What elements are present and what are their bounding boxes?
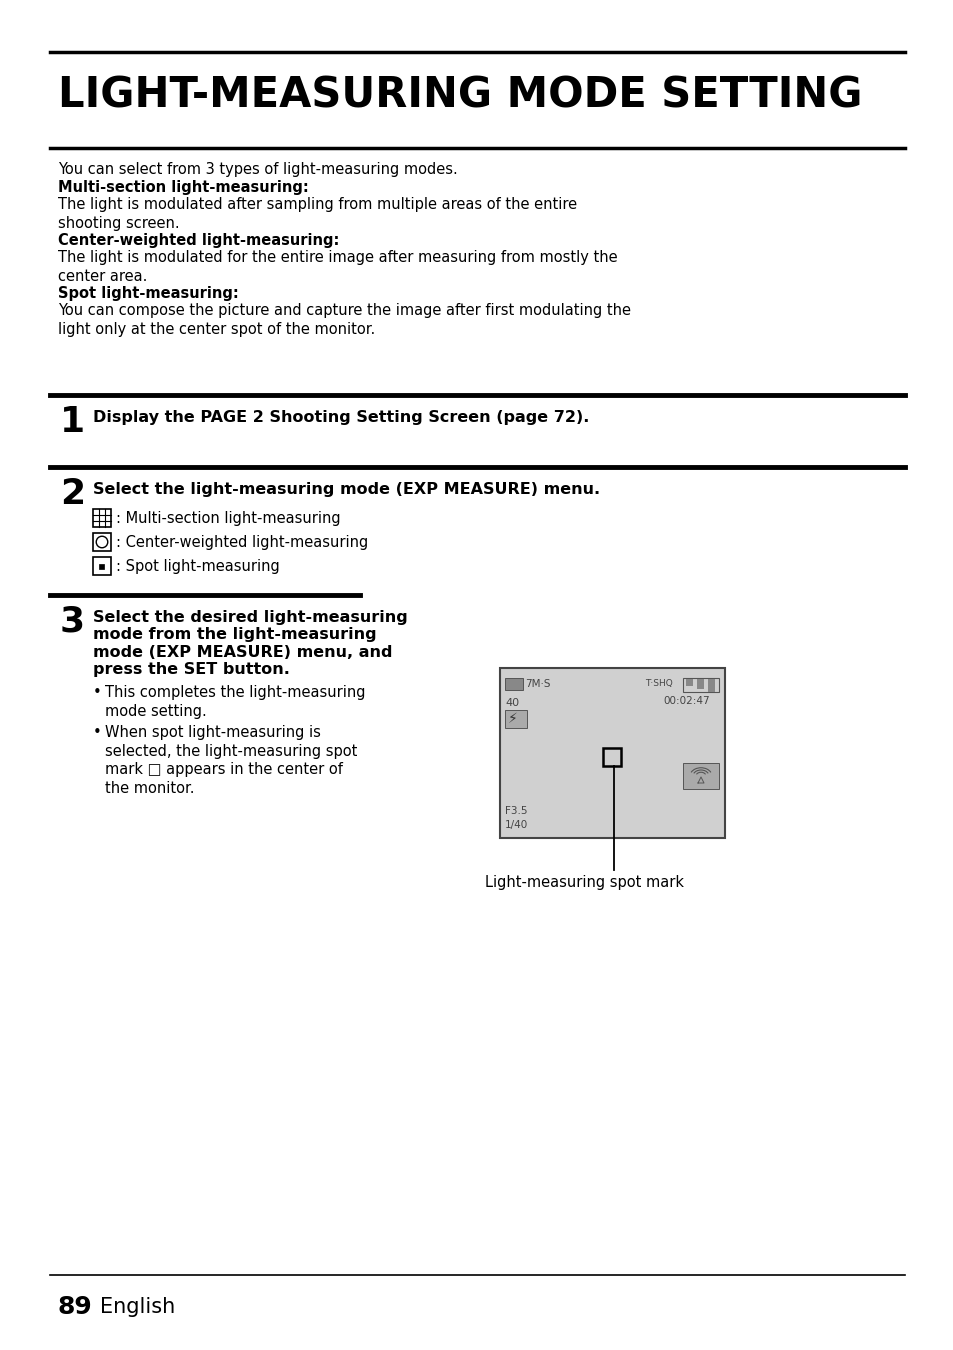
Text: Select the desired light-measuring
mode from the light-measuring
mode (EXP MEASU: Select the desired light-measuring mode … [92,610,407,678]
Text: Center-weighted light-measuring:: Center-weighted light-measuring: [58,234,339,248]
Text: You can select from 3 types of light-measuring modes.: You can select from 3 types of light-mea… [58,162,457,177]
Text: You can compose the picture and capture the image after first modulating the
lig: You can compose the picture and capture … [58,302,630,336]
Bar [697,679,703,688]
Bar [707,679,714,693]
Text: English: English [100,1297,175,1318]
Bar [92,533,111,551]
Bar [92,509,111,526]
Text: F3.5: F3.5 [504,806,527,815]
Text: This completes the light-measuring
mode setting.: This completes the light-measuring mode … [105,684,365,718]
Bar [99,563,105,568]
Bar [682,678,719,693]
Text: 89: 89 [58,1295,92,1319]
Text: 2: 2 [60,477,85,512]
Text: Light-measuring spot mark: Light-measuring spot mark [484,875,683,890]
Text: 00:02:47: 00:02:47 [662,697,709,706]
Text: : Spot light-measuring: : Spot light-measuring [116,559,279,574]
Bar [602,748,620,765]
Text: 40: 40 [504,698,518,707]
Text: 7M·S: 7M·S [524,679,550,688]
Text: Select the light-measuring mode (EXP MEASURE) menu.: Select the light-measuring mode (EXP MEA… [92,482,599,497]
Text: •: • [92,684,102,701]
Text: LIGHT-MEASURING MODE SETTING: LIGHT-MEASURING MODE SETTING [58,76,862,117]
Text: : Multi-section light-measuring: : Multi-section light-measuring [116,510,340,525]
Text: 1: 1 [60,405,85,439]
Bar [504,710,526,728]
Text: ⚡: ⚡ [507,711,517,726]
Bar [499,668,724,838]
Text: Multi-section light-measuring:: Multi-section light-measuring: [58,180,309,194]
Bar [92,558,111,575]
Text: T·SHQ: T·SHQ [644,679,672,688]
Text: The light is modulated for the entire image after measuring from mostly the
cent: The light is modulated for the entire im… [58,250,617,284]
Text: 3: 3 [60,605,85,639]
Bar [685,679,692,686]
Text: : Center-weighted light-measuring: : Center-weighted light-measuring [116,535,368,549]
Bar [682,763,719,788]
Text: When spot light-measuring is
selected, the light-measuring spot
mark □ appears i: When spot light-measuring is selected, t… [105,725,357,795]
Bar [504,678,522,690]
Text: The light is modulated after sampling from multiple areas of the entire
shooting: The light is modulated after sampling fr… [58,197,577,231]
Text: Spot light-measuring:: Spot light-measuring: [58,286,238,301]
Text: 1/40: 1/40 [504,819,528,830]
Text: Display the PAGE 2 Shooting Setting Screen (page 72).: Display the PAGE 2 Shooting Setting Scre… [92,410,589,425]
Text: •: • [92,725,102,740]
